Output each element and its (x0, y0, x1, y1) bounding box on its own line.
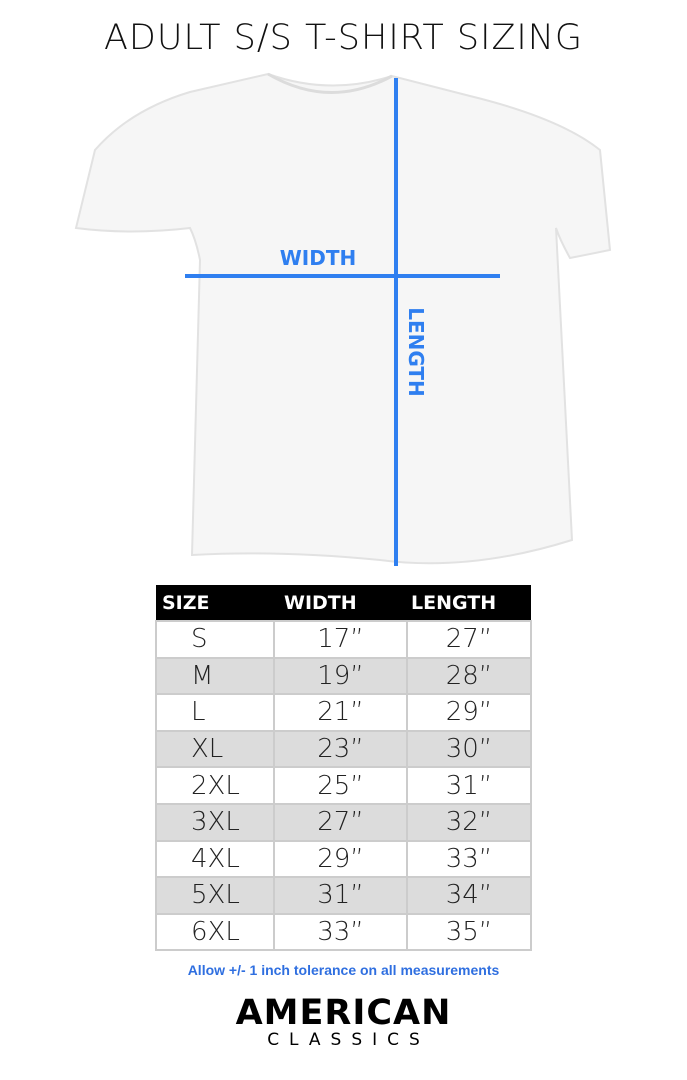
cell-width: 21” (273, 693, 408, 732)
cell-length: 33” (406, 839, 532, 879)
cell-length: 28” (406, 656, 532, 696)
cell-size: M (155, 656, 275, 696)
cell-length: 32” (406, 802, 532, 842)
cell-length: 34” (406, 876, 532, 915)
cell-size: 3XL (155, 802, 275, 842)
table-row: 3XL 27” 32” (155, 802, 532, 842)
width-label: WIDTH (279, 246, 357, 270)
cell-size: 2XL (155, 766, 275, 805)
header-length: LENGTH (407, 585, 531, 621)
cell-width: 33” (273, 912, 408, 952)
tshirt-illustration (74, 72, 612, 566)
page-title: ADULT S/S T-SHIRT SIZING (103, 18, 584, 58)
cell-length: 27” (406, 620, 532, 659)
table-row: M 19” 28” (155, 656, 532, 696)
table-row: L 21” 29” (155, 693, 532, 732)
cell-size: S (155, 620, 275, 659)
cell-size: 5XL (155, 876, 275, 915)
tshirt-shape (74, 72, 612, 565)
cell-width: 23” (273, 729, 408, 769)
table-row: 4XL 29” 33” (155, 839, 532, 879)
cell-length: 29” (406, 693, 532, 732)
cell-width: 29” (273, 839, 408, 879)
cell-size: 6XL (155, 912, 275, 952)
table-header: SIZE WIDTH LENGTH (156, 585, 531, 621)
tolerance-note: Allow +/- 1 inch tolerance on all measur… (187, 962, 500, 978)
header-size: SIZE (156, 585, 274, 621)
cell-size: XL (155, 729, 275, 769)
cell-length: 31” (406, 766, 532, 805)
header-width: WIDTH (274, 585, 407, 621)
cell-length: 35” (406, 912, 532, 952)
table-row: XL 23” 30” (155, 729, 532, 769)
cell-width: 27” (273, 802, 408, 842)
table-row: 6XL 33” 35” (155, 912, 532, 952)
cell-size: 4XL (155, 839, 275, 879)
table-row: S 17” 27” (155, 620, 532, 659)
length-label: LENGTH (404, 307, 428, 397)
cell-width: 19” (273, 656, 408, 696)
cell-width: 31” (273, 876, 408, 915)
table-row: 2XL 25” 31” (155, 766, 532, 805)
tshirt-collar (267, 72, 393, 94)
cell-length: 30” (406, 729, 532, 769)
cell-width: 25” (273, 766, 408, 805)
size-table: SIZE WIDTH LENGTH S 17” 27” M 19” 28” L 21” 29” X… (155, 585, 532, 952)
cell-width: 17” (273, 620, 408, 659)
logo-line1: AMERICAN (235, 993, 452, 1033)
cell-size: L (155, 693, 275, 732)
logo-line2: CLASSICS (267, 1030, 430, 1050)
table-row: 5XL 31” 34” (155, 876, 532, 915)
